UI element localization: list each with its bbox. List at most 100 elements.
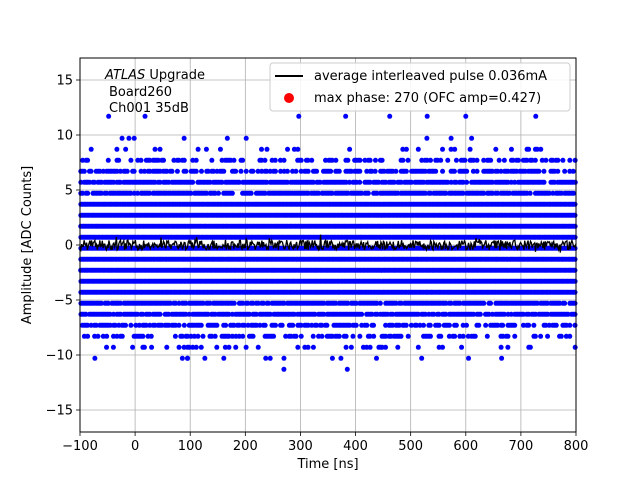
sample-point	[498, 344, 504, 350]
y-tick-label: 10	[56, 129, 73, 144]
sample-point	[167, 300, 173, 306]
sample-point	[123, 322, 129, 328]
sample-point	[512, 179, 518, 185]
sample-point	[524, 157, 530, 163]
sample-point	[97, 168, 103, 174]
sample-point	[114, 333, 120, 339]
sample-point	[135, 190, 141, 196]
sample-point	[210, 168, 216, 174]
sample-point	[567, 333, 573, 339]
sample-point	[135, 311, 141, 317]
sample-point	[403, 322, 409, 328]
sample-point	[357, 157, 363, 163]
sample-point	[350, 333, 356, 339]
sample-point	[543, 157, 549, 163]
annotation-line-3: Ch001 35dB	[109, 101, 189, 116]
sample-point	[347, 146, 353, 152]
x-tick-label: −100	[62, 439, 98, 454]
sample-point	[421, 322, 427, 328]
sample-point	[398, 179, 404, 185]
y-tick-label: −5	[54, 294, 73, 309]
sample-point	[183, 168, 189, 174]
sample-point	[157, 179, 163, 185]
sample-point	[346, 179, 352, 185]
sample-point	[445, 157, 451, 163]
sample-point	[203, 146, 209, 152]
sample-point	[155, 157, 161, 163]
sample-point	[481, 300, 487, 306]
sample-point	[91, 179, 97, 185]
sample-point	[365, 190, 371, 196]
sample-point	[93, 322, 99, 328]
sample-point	[267, 311, 273, 317]
legend-label-max-phase: max phase: 270 (OFC amp=0.427)	[314, 91, 541, 106]
sample-point	[389, 322, 395, 328]
sample-point	[374, 300, 380, 306]
sample-point	[104, 333, 110, 339]
sample-point	[131, 135, 137, 141]
sample-point	[264, 168, 270, 174]
sample-point	[130, 344, 136, 350]
x-tick-label: 300	[288, 439, 313, 454]
sample-points	[78, 113, 578, 372]
sample-point	[438, 333, 444, 339]
sample-point	[246, 311, 252, 317]
sample-point	[464, 168, 470, 174]
sample-point	[526, 322, 532, 328]
sample-point	[117, 179, 123, 185]
sample-point	[264, 179, 270, 185]
sample-point	[279, 322, 285, 328]
sample-point	[118, 300, 124, 306]
sample-point	[345, 300, 351, 306]
sample-point	[463, 322, 469, 328]
sample-point	[259, 146, 265, 152]
sample-point	[138, 157, 144, 163]
sample-point	[488, 300, 494, 306]
sample-point	[501, 157, 507, 163]
y-tick-label: 5	[65, 184, 73, 199]
sample-point	[343, 333, 349, 339]
sample-point	[357, 333, 363, 339]
sample-point	[408, 322, 414, 328]
sample-point-outlier	[533, 113, 539, 119]
sample-point	[164, 168, 170, 174]
sample-point	[231, 157, 237, 163]
sample-point	[221, 168, 227, 174]
sample-point	[536, 168, 542, 174]
sample-point	[414, 322, 420, 328]
sample-point	[526, 146, 532, 152]
sample-point	[343, 344, 349, 350]
sample-point	[133, 322, 139, 328]
sample-point	[128, 157, 134, 163]
sample-point	[262, 157, 268, 163]
sample-point	[572, 201, 578, 207]
sample-point-outlier	[92, 355, 98, 361]
sample-point	[477, 311, 483, 317]
y-tick-label: −10	[46, 349, 73, 364]
sample-point	[291, 146, 297, 152]
sample-point	[88, 168, 94, 174]
sample-point	[181, 322, 187, 328]
sample-point	[534, 146, 540, 152]
sample-point	[284, 179, 290, 185]
sample-point	[116, 157, 122, 163]
sample-point	[255, 168, 261, 174]
x-tick-label: 700	[508, 439, 533, 454]
sample-point	[157, 146, 163, 152]
sample-point	[403, 168, 409, 174]
sample-point	[114, 146, 120, 152]
sample-point	[265, 300, 271, 306]
sample-point	[415, 311, 421, 317]
sample-point	[238, 168, 244, 174]
sample-point	[310, 344, 316, 350]
sample-point	[321, 311, 327, 317]
sample-point	[512, 333, 518, 339]
sample-point	[534, 300, 540, 306]
sample-point	[541, 168, 547, 174]
sample-point	[371, 333, 377, 339]
sample-point	[571, 190, 577, 196]
sample-point	[353, 322, 359, 328]
sample-point	[570, 168, 576, 174]
sample-point	[476, 322, 482, 328]
